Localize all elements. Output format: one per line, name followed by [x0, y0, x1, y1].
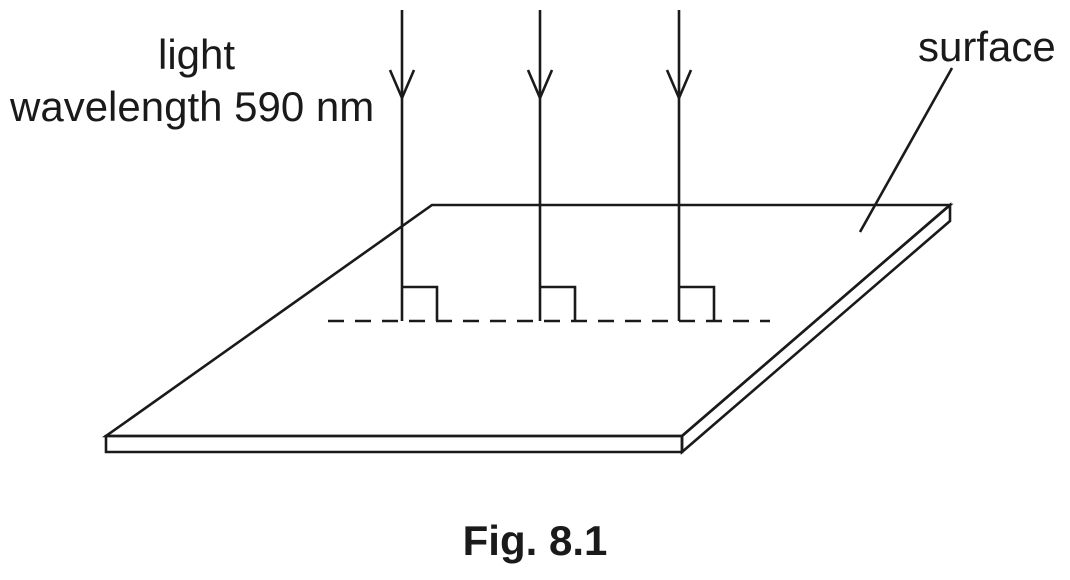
ray-1 — [388, 10, 439, 321]
ray-2 — [526, 10, 577, 321]
wavelength-label: wavelength 590 nm — [10, 83, 375, 130]
light-label: light — [158, 31, 236, 78]
surface-label: surface — [918, 23, 1056, 70]
surface-leader-line — [858, 67, 954, 233]
ray-2-right-angle-marker — [540, 285, 577, 321]
surface-side-edge — [680, 202, 952, 455]
figure-caption: Fig. 8.1 — [462, 517, 608, 564]
ray-3-arrowhead — [665, 69, 693, 102]
ray-3-right-angle-marker — [679, 285, 716, 321]
ray-3 — [665, 10, 716, 321]
surface-front-edge — [104, 434, 684, 454]
ray-2-arrowhead — [526, 69, 554, 102]
ray-1-right-angle-marker — [402, 285, 439, 321]
ray-1-arrowhead — [388, 69, 416, 102]
